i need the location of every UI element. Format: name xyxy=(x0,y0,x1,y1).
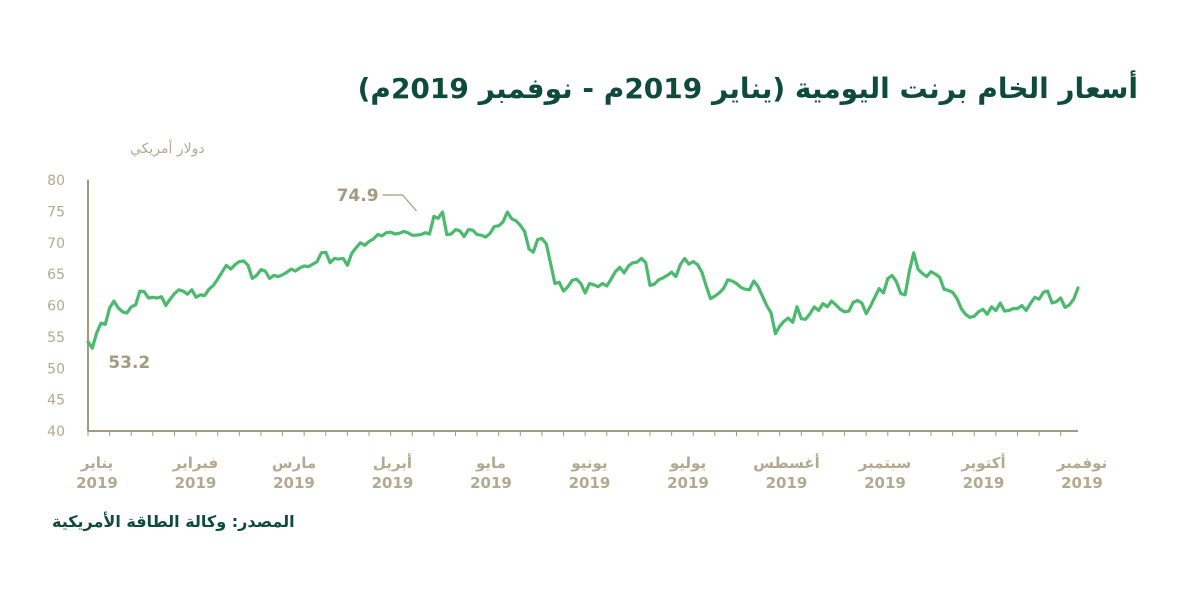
month-year-label: 2019 xyxy=(667,474,709,492)
y-tick-label: 60 xyxy=(47,299,65,315)
month-name-label: مارس xyxy=(272,454,316,472)
month-label-group: أكتوبر 2019 xyxy=(960,453,1005,492)
month-label-group: يونيو 2019 xyxy=(569,454,611,492)
annotation-layer: 53.2 74.9 xyxy=(108,186,418,373)
month-label-group: مارس 2019 xyxy=(272,454,316,492)
month-name-label: مايو xyxy=(475,454,506,472)
month-year-label: 2019 xyxy=(766,474,808,492)
month-name-label: يناير xyxy=(80,454,113,472)
month-year-label: 2019 xyxy=(76,474,118,492)
annotation-label: 74.9 xyxy=(337,186,379,206)
y-axis: 40 45 50 55 60 65 70 75 80 xyxy=(47,173,89,440)
y-tick-label: 50 xyxy=(47,361,65,377)
month-label-group: أبريل 2019 xyxy=(372,453,414,492)
month-label-group: يناير 2019 xyxy=(76,454,118,492)
series-layer xyxy=(86,210,1080,350)
annotation-leader-line xyxy=(382,194,418,212)
month-name-label: أكتوبر xyxy=(960,453,1005,472)
month-label-group: سبتمبر 2019 xyxy=(858,454,912,492)
month-name-label: أبريل xyxy=(373,453,412,472)
month-year-label: 2019 xyxy=(864,474,906,492)
month-year-label: 2019 xyxy=(569,474,611,492)
month-label-group: أغسطس 2019 xyxy=(753,453,819,492)
source-note: المصدر: وكالة الطاقة الأمريكية xyxy=(52,512,295,531)
y-tick-label: 80 xyxy=(47,173,65,189)
brent-price-line xyxy=(86,210,1080,350)
month-label-group: يوليو 2019 xyxy=(667,454,709,492)
y-tick-label: 75 xyxy=(47,204,65,220)
month-label-group: نوفمبر 2019 xyxy=(1056,454,1107,492)
y-tick-label: 40 xyxy=(47,424,65,440)
chart-title: أسعار الخام برنت اليومية (يناير 2019م - … xyxy=(357,72,1138,105)
month-year-label: 2019 xyxy=(963,474,1005,492)
month-name-label: أغسطس xyxy=(753,453,819,472)
month-label-group: مايو 2019 xyxy=(470,454,512,492)
month-name-label: يوليو xyxy=(669,454,706,472)
annotation-label: 53.2 xyxy=(108,353,150,373)
month-name-label: فبراير xyxy=(172,454,218,472)
y-axis-unit-label: دولار أمريكي xyxy=(130,139,205,157)
y-tick-label: 70 xyxy=(47,236,65,252)
y-tick-label: 55 xyxy=(47,330,65,346)
x-axis: يناير2019فبراير2019مارس2019أبريل2019مايو… xyxy=(76,430,1107,492)
month-name-label: يونيو xyxy=(570,454,607,472)
month-label-group: فبراير 2019 xyxy=(172,454,218,492)
month-name-label: سبتمبر xyxy=(858,454,912,472)
month-year-label: 2019 xyxy=(175,474,217,492)
y-tick-label: 65 xyxy=(47,267,65,283)
month-year-label: 2019 xyxy=(470,474,512,492)
month-year-label: 2019 xyxy=(273,474,315,492)
month-name-label: نوفمبر xyxy=(1056,454,1107,472)
month-year-label: 2019 xyxy=(1061,474,1103,492)
month-year-label: 2019 xyxy=(372,474,414,492)
y-tick-label: 45 xyxy=(47,393,65,409)
